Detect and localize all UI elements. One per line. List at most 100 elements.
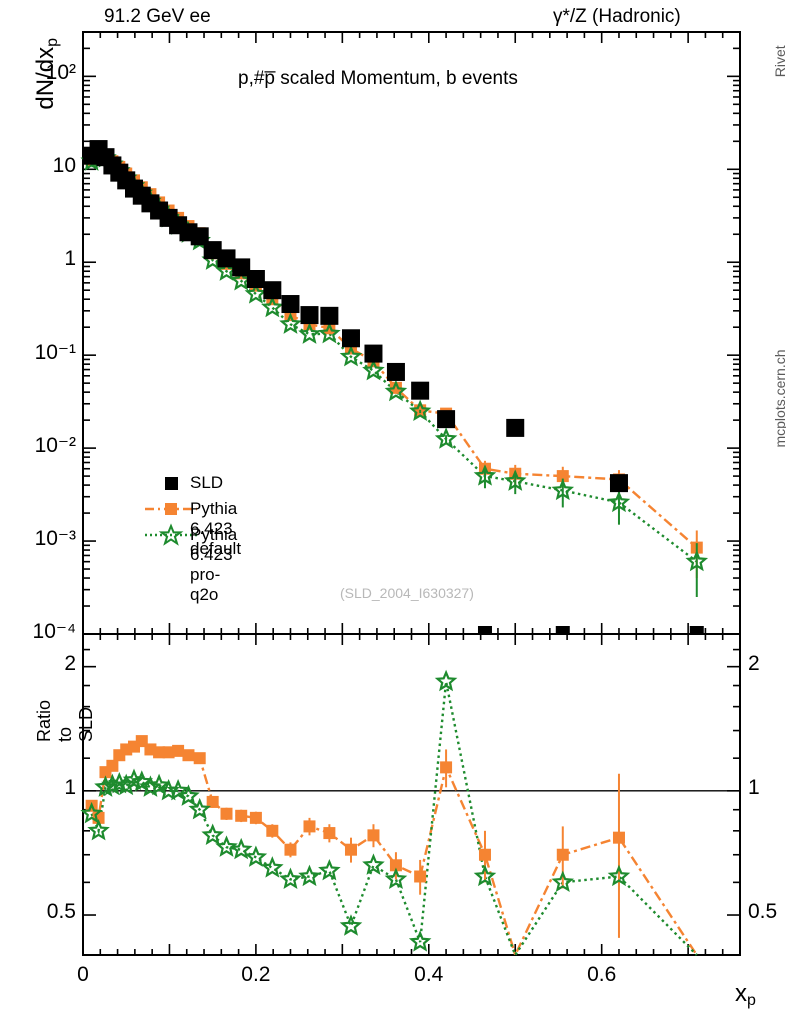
data-marker-star [551,870,575,892]
data-marker-star [87,818,110,841]
data-marker-star [362,853,385,875]
data-marker-sld [300,306,319,325]
data-marker-star [244,845,268,867]
data-marker-star [318,858,341,881]
data-marker-star [551,478,575,501]
header-energy: 91.2 GeV ee [104,6,211,27]
ratio-ytick-label-right: 1 [748,775,760,799]
ratio-marker-square [153,746,166,759]
data-marker-star [139,775,162,797]
main-ytick-label: 10 [52,154,76,178]
ratio-marker-square [266,824,279,837]
legend-marker-pythia-default [145,503,197,515]
data-marker-star [108,771,131,794]
data-marker-star [685,549,709,572]
data-marker-sld [246,270,265,289]
data-marker-sld [555,626,570,634]
ratio-marker-square [367,829,380,842]
ratio-marker-square [344,843,357,856]
data-marker-star [244,282,268,304]
main-ytick-label: 10⁻¹ [34,341,76,365]
ratio-marker-square [612,831,625,844]
ratio-marker-square [162,746,175,759]
data-marker-star [201,823,224,845]
ratio-marker-square [182,749,195,762]
data-marker-star [339,344,363,367]
data-marker-star [94,775,117,797]
data-marker-sld [263,281,282,300]
data-marker-star [215,835,238,857]
data-marker-star [80,801,103,824]
data-marker-sld [437,410,456,429]
data-marker-star [157,778,180,801]
data-marker-square [556,470,569,483]
xaxis-label: xp [735,980,756,1010]
data-marker-star [229,837,253,860]
ratio-marker-square [440,761,453,774]
data-marker-star [147,773,171,796]
legend-label-pythia-default: Pythia 6.423 default [190,499,242,558]
data-marker-sld [320,306,339,325]
data-marker-sld [190,227,209,246]
ratio-marker-square [235,809,248,822]
data-marker-star [362,358,385,381]
ratio-marker-square [323,827,336,840]
main-ytick-label: 1 [64,247,76,271]
analysis-watermark: (SLD_2004_I630327) [340,585,474,601]
ratio-marker-square [172,744,185,757]
xtick-label: 0 [77,963,89,986]
xtick-label: 0.2 [241,963,271,986]
data-marker-sld [203,241,222,260]
data-marker-star [434,427,458,449]
data-marker-star [607,490,631,513]
ratio-marker-square [193,752,206,765]
ratio-line-pythia-default [90,739,698,959]
ratio-marker-square [389,859,402,872]
data-marker-star [473,464,497,486]
ratio-marker-square [206,795,219,808]
main-ytick-label: 10⁻³ [34,527,76,551]
ratio-ytick-label-left: 1 [64,775,76,799]
data-marker-star [177,784,200,806]
data-marker-sld [341,329,360,348]
data-marker-sld [364,344,383,363]
main-ytick-label: 10⁻⁴ [32,620,76,643]
data-marker-sld [609,474,628,493]
data-marker-square [389,381,402,394]
data-marker-star [318,321,341,344]
xaxis-label-text: x [735,980,747,1007]
data-marker-star [261,295,284,318]
header-process: γ*/Z (Hadronic) [553,6,681,27]
legend-label-pythia-proq2o: Pythia 6.423 pro-q2o [190,525,238,604]
ratio-ytick-label-right: 2 [748,651,760,675]
xtick-label: 0.6 [587,963,617,986]
ratio-line-pythia-proq2o [90,681,698,958]
ratio-marker-square [106,759,119,772]
legend-marker-sld [165,477,178,490]
ratio-marker-square [284,843,297,856]
ratio-ytick-label-right: 0.5 [748,900,778,924]
data-marker-sld [386,362,405,381]
data-marker-sld [232,258,251,277]
data-marker-star [166,778,190,801]
ratio-ytick-label-left: 2 [64,651,76,675]
main-ytick-label: 10⁻² [34,434,76,458]
data-marker-sld [477,626,492,634]
legend-label-sld: SLD [190,473,224,492]
ratio-marker-square [556,848,569,861]
data-marker-star [503,469,527,491]
data-marker-star [473,864,497,887]
data-marker-star [408,930,432,952]
ratio-marker-square [249,811,262,824]
data-marker-star [188,797,211,820]
data-marker-star [298,864,321,887]
xtick-label: 0.4 [414,963,444,986]
data-marker-star [339,914,363,936]
data-marker-sld [689,626,704,634]
data-marker-star [607,864,631,887]
data-marker-star [279,312,302,334]
data-marker-star [408,399,432,422]
legend-marker-pythia-proq2o [145,523,197,546]
main-ytick-label: 10² [45,61,76,85]
